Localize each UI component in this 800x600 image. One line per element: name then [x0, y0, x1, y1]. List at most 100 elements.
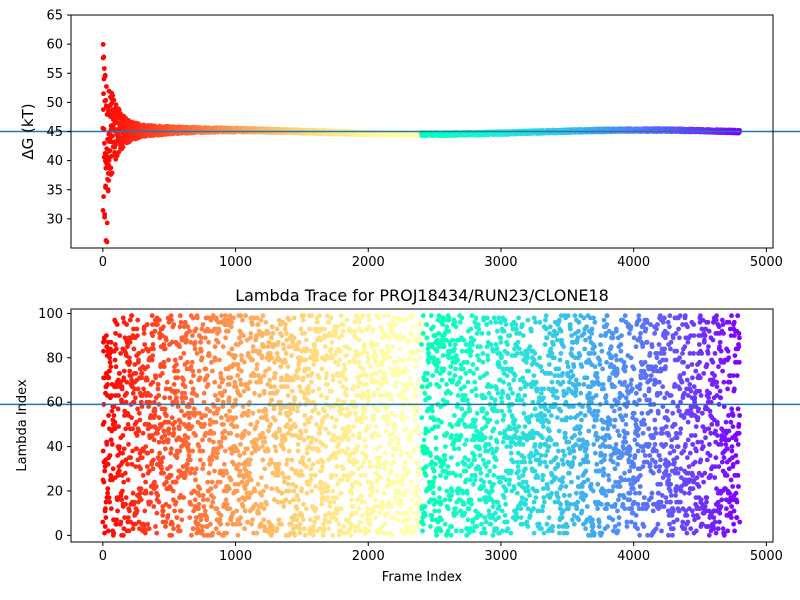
- lambda-point: [108, 437, 114, 443]
- lambda-point: [118, 519, 124, 525]
- lambda-point: [105, 528, 111, 534]
- delta-g-point: [103, 97, 109, 103]
- lambda-point: [105, 382, 110, 387]
- lambda-point: [114, 517, 119, 523]
- lambda-point: [116, 424, 121, 429]
- lambda-point: [101, 419, 107, 425]
- x-tick-label: 5000: [750, 255, 783, 270]
- lambda-point: [106, 375, 112, 381]
- delta-g-point: [106, 178, 112, 183]
- lambda-point: [107, 355, 113, 361]
- lambda-point: [106, 495, 112, 500]
- lambda-point: [109, 408, 115, 414]
- lambda-point: [103, 506, 108, 512]
- delta-g-point: [101, 66, 107, 71]
- lambda-point: [121, 375, 127, 381]
- y-tick-label: 40: [46, 154, 63, 169]
- delta-g-point: [102, 212, 108, 217]
- delta-g-point: [120, 144, 126, 150]
- lambda-point: [101, 479, 107, 485]
- lambda-point: [121, 479, 127, 485]
- delta-g-point: [110, 133, 115, 139]
- lambda-point: [112, 419, 118, 425]
- lambda-point: [104, 333, 109, 338]
- delta-g-point: [103, 183, 108, 189]
- delta-g-point: [114, 153, 120, 159]
- delta-g-point: [113, 102, 119, 108]
- lambda-point: [108, 364, 114, 370]
- y-tick-label: 30: [46, 212, 63, 227]
- lambda-point: [120, 433, 126, 438]
- lambda-point: [109, 442, 115, 447]
- lambda-point: [100, 448, 106, 454]
- lambda-point: [102, 524, 108, 529]
- lambda-point: [113, 331, 118, 336]
- lambda-point: [120, 488, 125, 494]
- lambda-point: [121, 532, 126, 538]
- delta-g-point: [101, 107, 106, 112]
- delta-g-point: [108, 139, 114, 145]
- x-tick-label: 2000: [352, 255, 385, 270]
- lambda-trace-points: [100, 313, 743, 538]
- delta-g-point: [102, 72, 108, 78]
- lambda-point: [110, 466, 116, 472]
- lambda-point: [112, 357, 118, 363]
- lambda-point: [107, 499, 112, 505]
- delta-g-y-axis-label: ΔG (kT): [19, 103, 37, 159]
- lambda-point: [112, 342, 118, 347]
- lambda-point: [118, 351, 123, 356]
- delta-g-point: [110, 93, 116, 98]
- lambda-point: [120, 450, 125, 456]
- lambda-point: [105, 461, 111, 467]
- delta-g-points: [100, 42, 743, 245]
- lambda-point: [116, 393, 121, 398]
- delta-g-point: [104, 239, 110, 245]
- delta-g-point: [101, 194, 106, 200]
- lambda-point: [119, 386, 125, 392]
- delta-g-point: [102, 140, 107, 146]
- delta-g-point: [109, 170, 115, 176]
- lambda-point: [103, 515, 109, 520]
- lambda-trace-title: Lambda Trace for PROJ18434/RUN23/CLONE18: [235, 286, 609, 305]
- delta-g-point: [113, 156, 119, 162]
- y-tick-label: 35: [46, 183, 63, 198]
- y-tick-label: 60: [46, 38, 63, 53]
- lambda-point: [106, 413, 111, 418]
- lambda-point: [121, 446, 127, 452]
- delta-g-point: [100, 42, 106, 47]
- lambda-point: [107, 368, 112, 374]
- lambda-point: [116, 468, 122, 474]
- delta-g-point: [101, 91, 106, 97]
- y-tick-label: 65: [46, 9, 63, 24]
- delta-g-point: [100, 208, 106, 213]
- delta-g-point: [107, 148, 113, 153]
- y-tick-label: 55: [46, 67, 63, 82]
- y-tick-label: 50: [46, 96, 63, 111]
- lambda-point: [115, 508, 120, 514]
- y-tick-label: 45: [46, 125, 63, 140]
- lambda-trace-panel: Lambda Trace for PROJ18434/RUN23/CLONE18…: [0, 286, 800, 585]
- lambda-point: [107, 359, 113, 365]
- lambda-point: [108, 339, 114, 345]
- lambda-point: [104, 442, 110, 447]
- delta-g-point: [104, 220, 110, 226]
- lambda-point: [108, 506, 114, 512]
- lambda-point: [120, 315, 126, 321]
- delta-g-point: [104, 84, 109, 89]
- lambda-point: [105, 486, 111, 492]
- x-tick-label: 3000: [484, 255, 517, 270]
- lambda-point: [117, 371, 122, 376]
- delta-g-point: [116, 149, 122, 155]
- delta-g-point: [101, 126, 107, 132]
- delta-g-point: [106, 108, 111, 114]
- lambda-point: [115, 406, 121, 412]
- x-tick-label: 4000: [617, 255, 650, 270]
- lambda-point: [111, 413, 117, 418]
- lambda-point: [102, 468, 108, 474]
- lambda-point: [100, 519, 106, 525]
- lambda-point: [107, 453, 113, 458]
- x-tick-label: 1000: [219, 255, 252, 270]
